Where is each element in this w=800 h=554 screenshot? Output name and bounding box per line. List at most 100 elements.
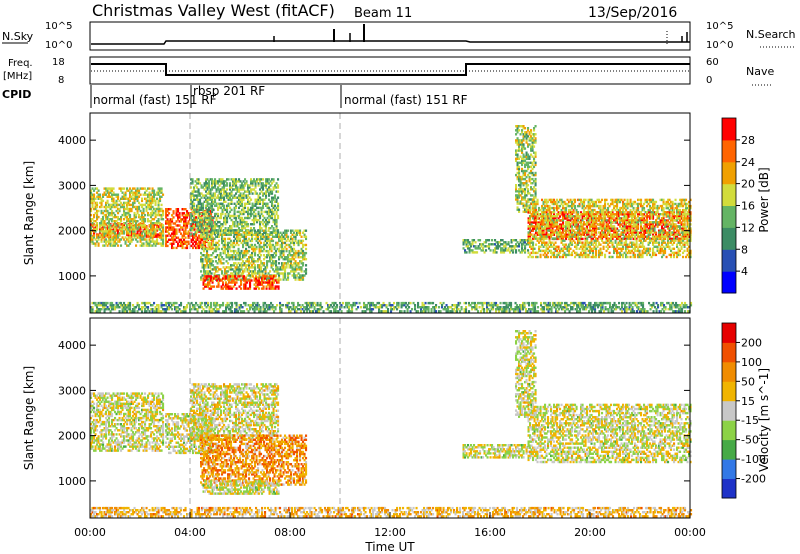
data-cell xyxy=(245,243,248,247)
data-cell xyxy=(205,184,208,187)
data-cell xyxy=(171,232,174,235)
data-cell xyxy=(162,228,165,231)
data-cell xyxy=(243,233,246,236)
data-cell xyxy=(228,287,231,290)
data-cell xyxy=(190,223,193,226)
data-cell xyxy=(294,256,297,259)
data-cell xyxy=(262,204,265,207)
cpid-segment-2: rbsp 201 RF xyxy=(193,84,265,98)
data-cell xyxy=(206,254,209,257)
data-cell xyxy=(157,189,160,192)
data-cell xyxy=(144,232,147,235)
data-cell xyxy=(139,236,142,239)
nsearch-label: N.Search xyxy=(746,28,796,41)
data-cell xyxy=(233,229,236,232)
data-cell xyxy=(282,241,285,245)
data-cell xyxy=(157,211,160,215)
data-cell xyxy=(289,310,292,313)
data-cell xyxy=(124,240,127,243)
data-cell xyxy=(302,262,305,265)
data-cell xyxy=(273,287,276,290)
data-cell xyxy=(264,231,267,234)
data-cell xyxy=(191,190,194,193)
data-cell xyxy=(153,207,156,211)
data-cell xyxy=(115,226,118,229)
data-cell xyxy=(297,251,300,255)
data-cell xyxy=(264,266,267,269)
data-cell xyxy=(136,224,139,227)
data-cell xyxy=(191,204,194,207)
data-cell xyxy=(266,264,269,267)
data-cell xyxy=(205,283,208,286)
data-cell xyxy=(169,208,172,211)
data-cell xyxy=(118,218,121,221)
data-cell xyxy=(534,173,537,177)
data-cell xyxy=(222,287,225,290)
data-cell xyxy=(111,232,114,235)
data-cell xyxy=(609,301,612,305)
data-cell xyxy=(207,266,210,269)
data-cell xyxy=(230,192,233,195)
data-cell xyxy=(220,227,223,230)
data-cell xyxy=(133,236,136,239)
data-cell xyxy=(172,210,175,213)
data-cell xyxy=(248,272,251,275)
data-cell xyxy=(279,254,282,257)
data-cell xyxy=(91,197,94,200)
data-cell xyxy=(115,301,118,305)
freq-label: Freq. xyxy=(8,58,33,69)
data-cell xyxy=(133,308,136,311)
data-cell xyxy=(102,195,105,198)
data-cell xyxy=(276,304,279,307)
data-cell xyxy=(203,200,206,203)
data-cell xyxy=(228,277,231,280)
data-cell xyxy=(278,249,281,253)
data-cell xyxy=(210,233,213,236)
data-cell xyxy=(90,232,93,235)
data-cell xyxy=(181,236,184,239)
data-cell xyxy=(271,190,274,193)
data-cell xyxy=(166,244,169,248)
data-cell xyxy=(193,194,196,197)
data-cell xyxy=(236,239,239,243)
data-cell xyxy=(259,188,262,191)
data-cell xyxy=(251,245,254,249)
data-cell xyxy=(157,205,160,209)
data-cell xyxy=(244,216,247,220)
data-cell xyxy=(525,308,528,311)
data-cell xyxy=(276,247,279,251)
data-cell xyxy=(222,283,225,286)
data-cell xyxy=(148,193,151,196)
data-cell xyxy=(148,213,151,217)
data-cell xyxy=(159,197,162,200)
data-cell xyxy=(114,213,117,217)
data-cell xyxy=(271,202,274,205)
data-cell xyxy=(112,230,115,233)
data-cell xyxy=(293,254,296,257)
data-cell xyxy=(284,258,287,261)
data-cell xyxy=(260,190,263,193)
data-cell xyxy=(261,279,264,282)
data-cell xyxy=(91,195,94,198)
data-cell xyxy=(245,254,248,257)
data-cell xyxy=(160,304,163,307)
data-cell xyxy=(112,201,115,205)
data-cell xyxy=(208,186,211,189)
data-cell xyxy=(184,230,187,233)
data-cell xyxy=(209,218,212,222)
data-cell xyxy=(221,229,224,232)
data-cell xyxy=(150,199,153,203)
data-cell xyxy=(222,266,225,269)
data-cell xyxy=(247,200,250,203)
data-cell xyxy=(524,127,527,130)
data-cell xyxy=(214,204,217,207)
data-cell xyxy=(355,301,358,305)
data-cell xyxy=(153,195,156,198)
data-cell xyxy=(239,186,242,189)
data-cell xyxy=(187,232,190,235)
data-cell xyxy=(223,206,226,210)
data-cell xyxy=(151,197,154,200)
data-cell xyxy=(215,180,218,183)
data-cell xyxy=(129,236,132,239)
data-cell xyxy=(120,189,123,192)
